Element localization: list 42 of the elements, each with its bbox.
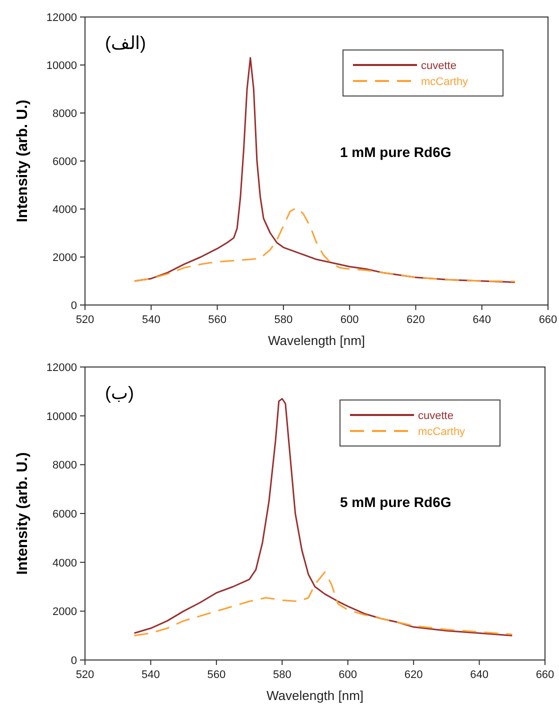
annotation: (ب) [105,383,134,403]
x-tick-label: 640 [472,314,492,326]
y-tick-label: 2000 [52,606,77,618]
text: cuvette [418,410,454,422]
annotation: 5 mM pure Rd6G [340,494,452,510]
y-tick-label: 4000 [52,204,77,216]
y-tick-label: 0 [70,300,77,312]
x-tick-label: 540 [142,314,160,326]
x-tick-label: 600 [340,314,359,326]
x-tick-label: 660 [538,314,558,326]
x-tick-label: 520 [76,669,94,681]
annotation: 1 mM pure Rd6G [340,144,452,160]
x-axis-title: Wavelength [nm] [268,333,366,348]
x-tick-label: 640 [470,669,488,681]
text: mcCarthy [421,76,469,88]
y-tick-label: 10000 [46,60,77,72]
y-tick-label: 6000 [52,156,77,168]
x-tick-label: 620 [404,669,423,681]
y-tick-label: 6000 [52,508,77,520]
y-tick-label: 0 [70,655,77,667]
y-axis-title: Intensity (arb. U.) [14,100,31,222]
y-tick-label: 8000 [52,460,77,472]
text: mcCarthy [418,426,466,438]
y-axis-title: Intensity (arb. U.) [14,452,31,575]
x-axis-title: Wavelength [nm] [266,688,364,703]
x-tick-label: 540 [142,669,160,681]
x-tick-label: 600 [338,669,358,681]
annotation: (الف) [105,33,146,53]
y-tick-label: 12000 [46,362,77,374]
y-tick-label: 8000 [52,108,77,120]
y-tick-label: 10000 [46,410,77,423]
x-tick-label: 520 [76,314,94,326]
x-tick-label: 580 [272,669,292,681]
x-tick-label: 660 [536,669,554,681]
y-tick-label: 4000 [52,557,77,570]
x-tick-label: 560 [207,669,226,681]
text: cuvette [421,60,456,72]
x-tick-label: 560 [208,314,226,326]
y-tick-label: 2000 [52,252,77,264]
x-tick-label: 620 [406,314,425,326]
y-tick-label: 12000 [46,12,77,24]
x-tick-label: 580 [274,314,293,326]
